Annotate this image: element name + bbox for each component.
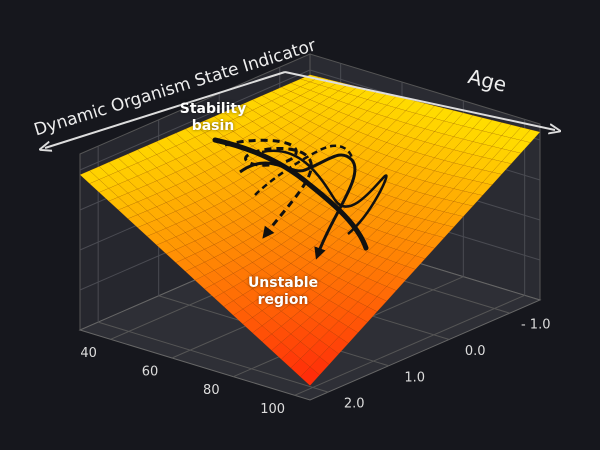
y-tick-label: 2.0 [344, 397, 365, 412]
x-tick-label: 60 [142, 365, 159, 380]
annotation: Unstable region [247, 275, 319, 308]
x-axis-label: Age [466, 64, 509, 97]
annotation: Stability basin [179, 101, 247, 134]
x-tick-label: 100 [260, 402, 285, 417]
y-tick-label: - 1.0 [521, 318, 551, 333]
y-tick-label: 1.0 [404, 370, 425, 385]
wall-grid [79, 69, 311, 171]
axis-arrow [45, 71, 286, 148]
x-tick-label: 80 [203, 383, 220, 398]
y-tick-label: 0.0 [465, 344, 486, 359]
axis-arrow [284, 71, 555, 130]
trajectories [212, 137, 388, 260]
x-tick-label: 40 [80, 346, 97, 361]
grid-line [98, 321, 329, 393]
surface-cell [300, 366, 320, 386]
grid-line [294, 294, 525, 396]
